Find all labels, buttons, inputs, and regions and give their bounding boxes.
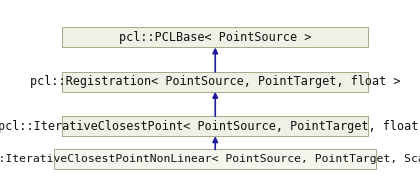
Text: pcl::Registration< PointSource, PointTarget, float >: pcl::Registration< PointSource, PointTar… — [30, 75, 401, 88]
FancyBboxPatch shape — [54, 149, 376, 169]
FancyBboxPatch shape — [62, 27, 368, 47]
FancyBboxPatch shape — [62, 72, 368, 92]
Text: pcl::PCLBase< PointSource >: pcl::PCLBase< PointSource > — [119, 31, 312, 44]
Text: pcl::IterativeClosestPoint< PointSource, PointTarget, float >: pcl::IterativeClosestPoint< PointSource,… — [0, 120, 420, 133]
Text: pcl::IterativeClosestPointNonLinear< PointSource, PointTarget, Scalar >: pcl::IterativeClosestPointNonLinear< Poi… — [0, 154, 420, 164]
FancyBboxPatch shape — [62, 116, 368, 136]
